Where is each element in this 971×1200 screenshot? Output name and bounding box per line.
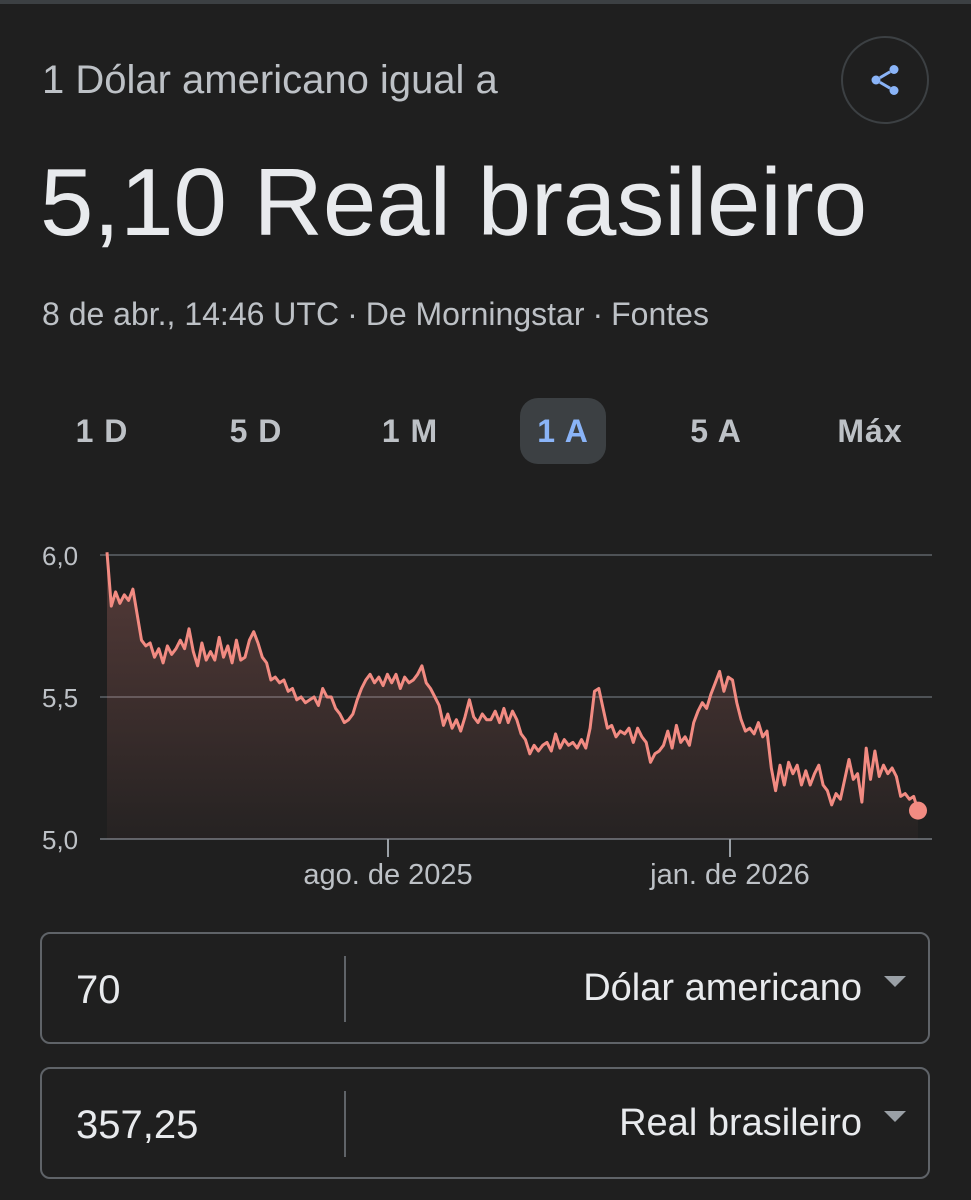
timestamp: 8 de abr., 14:46 UTC (42, 296, 340, 332)
y-tick-label: 5,5 (42, 683, 78, 713)
separator: · (347, 296, 358, 332)
from-currency-select[interactable]: Dólar americano (583, 934, 906, 1042)
top-divider (0, 0, 971, 4)
x-tick-label: ago. de 2025 (303, 859, 472, 891)
price-area (107, 552, 918, 839)
tab-1a[interactable]: 1 A (520, 398, 606, 464)
conversion-result: 5,10 Real brasileiro (40, 149, 868, 256)
tab-1d[interactable]: 1 D (75, 413, 129, 449)
tab-5a[interactable]: 5 A (690, 413, 742, 449)
source-text: De Morningstar (365, 296, 585, 332)
share-icon (871, 65, 899, 95)
chevron-down-icon (884, 975, 906, 987)
exchange-rate-chart[interactable]: 6,0 5,5 5,0 ago. de 2025 jan. de 2026 (0, 520, 971, 900)
x-tick-label: jan. de 2026 (649, 859, 810, 891)
to-amount-input[interactable]: 357,25 (76, 1103, 199, 1147)
from-amount-input[interactable]: 70 (76, 968, 121, 1012)
share-button[interactable] (841, 36, 929, 124)
y-tick-label: 6,0 (42, 541, 78, 571)
to-currency-select[interactable]: Real brasileiro (619, 1069, 906, 1177)
range-tabs: 1 D 5 D 1 M 1 A 5 A Máx (40, 398, 930, 464)
chevron-down-icon (884, 1110, 906, 1122)
tab-max[interactable]: Máx (837, 413, 903, 449)
sources-link[interactable]: Fontes (611, 296, 709, 332)
from-currency-row: 70 Dólar americano (40, 932, 930, 1044)
tab-1m[interactable]: 1 M (381, 413, 439, 449)
tab-5d[interactable]: 5 D (229, 413, 283, 449)
conversion-subtitle: 1 Dólar americano igual a (42, 58, 498, 102)
source-line: 8 de abr., 14:46 UTC · De Morningstar · Font… (42, 296, 709, 333)
y-tick-label: 5,0 (42, 825, 78, 855)
divider (344, 956, 346, 1022)
price-line (105, 552, 920, 812)
to-currency-label: Real brasileiro (619, 1101, 862, 1144)
separator: · (592, 296, 604, 332)
from-currency-label: Dólar americano (583, 966, 862, 1009)
current-price-dot (909, 801, 927, 820)
to-currency-row: 357,25 Real brasileiro (40, 1067, 930, 1179)
divider (344, 1091, 346, 1157)
